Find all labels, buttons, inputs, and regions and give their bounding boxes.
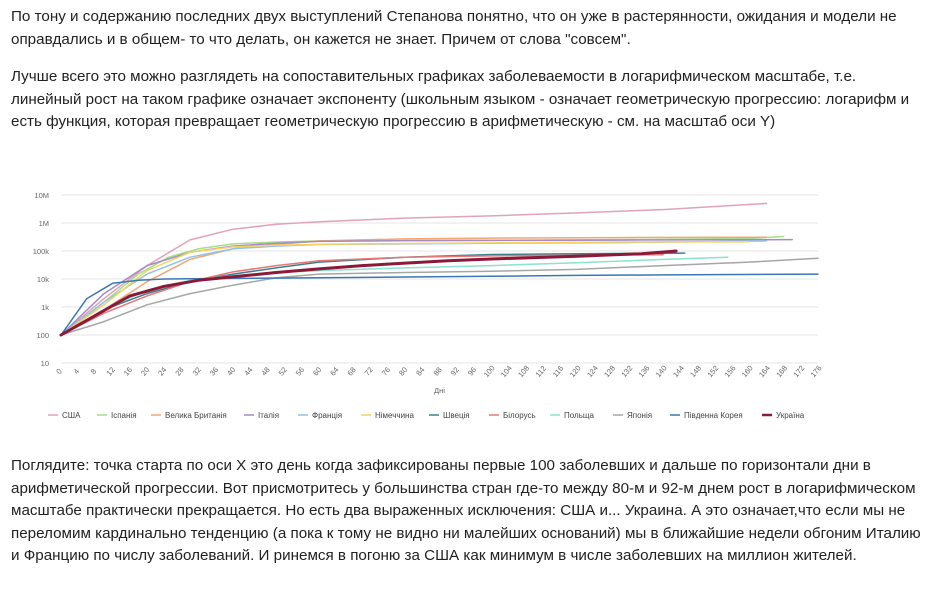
x-tick-label: 48 — [259, 365, 271, 377]
x-tick-label: 100 — [482, 364, 497, 379]
x-tick-label: 56 — [294, 365, 306, 377]
x-tick-label: 92 — [449, 365, 461, 377]
series-line — [59, 249, 678, 337]
x-tick-label: 32 — [191, 365, 203, 377]
series-line — [60, 253, 664, 336]
x-tick-label: 84 — [414, 365, 426, 377]
x-tick-label: 80 — [397, 365, 409, 377]
x-tick-label: 140 — [654, 364, 669, 379]
legend-label: Іспанія — [111, 411, 137, 420]
legend-label: Південна Корея — [684, 411, 743, 420]
x-tick-label: 176 — [809, 364, 824, 379]
x-tick-label: 160 — [740, 364, 755, 379]
x-tick-label: 120 — [568, 364, 583, 379]
x-tick-label: 60 — [311, 365, 323, 377]
x-tick-label: 152 — [705, 364, 720, 379]
y-axis: 10 100 1k 10k 100k 1M 10M — [33, 191, 50, 368]
legend-label: Білорусь — [503, 411, 536, 420]
intro-paragraph: По тону и содержанию последних двух выст… — [11, 8, 897, 48]
x-tick-label: 164 — [757, 364, 772, 379]
x-tick-label: 40 — [225, 365, 237, 377]
legend-label: Франція — [312, 411, 342, 420]
explanation-paragraph: Лучше всего это можно разглядеть на сопо… — [11, 68, 910, 130]
chart-legend: США Іспанія Велика Британія Італія Франція Ні… — [48, 411, 805, 420]
x-axis-title: Дні — [434, 386, 445, 395]
conclusion-paragraph: Поглядите: точка старта по оси Х это ден… — [11, 457, 921, 564]
x-tick-label: 116 — [551, 364, 566, 379]
x-tick-label: 36 — [208, 365, 220, 377]
legend-label: Польща — [564, 411, 594, 420]
x-tick-label: 8 — [89, 367, 99, 376]
x-tick-label: 68 — [345, 365, 357, 377]
x-tick-label: 52 — [277, 365, 289, 377]
x-tick-label: 24 — [156, 365, 168, 377]
x-tick-label: 148 — [688, 364, 703, 379]
x-tick-label: 112 — [534, 364, 549, 379]
x-tick-label: 124 — [585, 364, 600, 379]
x-tick-label: 104 — [499, 364, 514, 379]
legend-label: Японія — [627, 411, 652, 420]
legend-label: Велика Британія — [165, 411, 227, 420]
legend-label: Україна — [776, 411, 805, 420]
legend-label: США — [62, 411, 81, 420]
x-tick-label: 44 — [242, 365, 254, 377]
x-tick-label: 20 — [139, 365, 151, 377]
y-tick-label: 10 — [41, 359, 49, 368]
x-tick-label: 12 — [105, 365, 117, 377]
series-line — [60, 238, 793, 336]
x-axis: 0 4 8 12 16 20 24 28 32 36 40 44 48 52 56 60 64 68 72 76 80 8… — [54, 364, 823, 379]
y-tick-label: 1k — [41, 303, 49, 312]
series-line — [60, 236, 768, 336]
x-tick-label: 28 — [173, 365, 185, 377]
x-tick-label: 88 — [431, 365, 443, 377]
series-line — [60, 273, 819, 336]
legend-label: Швеція — [443, 411, 470, 420]
legend-label: Італія — [258, 411, 279, 420]
x-tick-label: 0 — [54, 367, 64, 376]
x-tick-label: 64 — [328, 365, 340, 377]
chart-lines — [59, 202, 819, 337]
series-line — [60, 240, 750, 336]
y-tick-label: 10M — [34, 191, 49, 200]
series-line — [60, 252, 686, 336]
y-tick-label: 100 — [36, 331, 49, 340]
x-tick-label: 156 — [723, 364, 738, 379]
x-tick-label: 108 — [516, 364, 531, 379]
x-tick-label: 132 — [619, 364, 634, 379]
x-tick-label: 96 — [466, 365, 478, 377]
x-tick-label: 4 — [72, 367, 82, 376]
x-tick-label: 168 — [774, 364, 789, 379]
y-tick-label: 1M — [39, 219, 49, 228]
x-tick-label: 144 — [671, 364, 686, 379]
legend-label: Німеччина — [375, 411, 414, 420]
y-tick-label: 10k — [37, 275, 49, 284]
series-line — [60, 257, 819, 336]
x-tick-label: 172 — [791, 364, 806, 379]
x-tick-label: 16 — [122, 365, 134, 377]
x-tick-label: 72 — [363, 365, 375, 377]
x-tick-label: 136 — [637, 364, 652, 379]
x-tick-label: 128 — [602, 364, 617, 379]
y-tick-label: 100k — [33, 247, 50, 256]
x-tick-label: 76 — [380, 365, 392, 377]
